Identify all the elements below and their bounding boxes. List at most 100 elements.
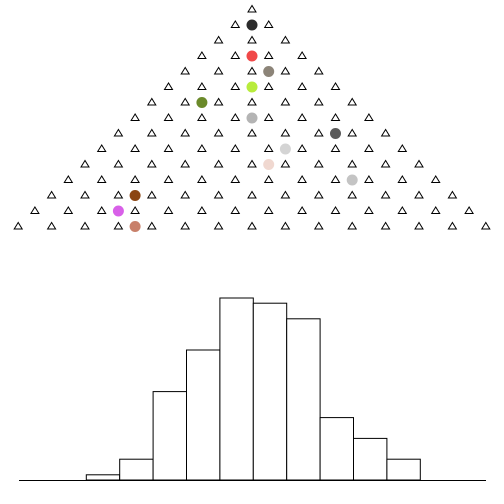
peg (347, 190, 358, 199)
peg (347, 128, 358, 137)
peg (397, 206, 408, 214)
peg (330, 206, 341, 214)
ball (196, 97, 208, 108)
peg-grid (13, 4, 491, 230)
histogram-bar (186, 349, 221, 481)
peg (230, 206, 241, 214)
histogram-bar (152, 391, 188, 481)
peg (180, 97, 191, 106)
peg (347, 221, 358, 230)
peg (263, 20, 274, 28)
ball (112, 205, 124, 217)
peg (113, 190, 124, 199)
peg (313, 190, 324, 199)
histogram-bar (386, 458, 421, 481)
peg (280, 221, 291, 230)
peg (297, 175, 307, 183)
peg (13, 221, 24, 230)
peg (146, 190, 157, 199)
peg (313, 128, 324, 137)
peg (146, 159, 157, 168)
peg (163, 82, 174, 90)
peg (180, 159, 191, 168)
peg (46, 190, 57, 199)
peg (247, 159, 257, 168)
peg (330, 144, 341, 152)
peg (380, 190, 391, 199)
peg (263, 144, 274, 152)
peg (113, 128, 124, 137)
peg (247, 66, 257, 75)
peg (230, 113, 241, 121)
peg (146, 221, 157, 230)
peg (313, 66, 324, 75)
peg (197, 82, 207, 90)
peg (130, 113, 140, 121)
peg (163, 175, 174, 183)
peg (213, 190, 224, 199)
peg (180, 221, 191, 230)
peg (213, 35, 224, 44)
peg (197, 175, 207, 183)
ball-layer (112, 19, 358, 232)
peg (464, 206, 474, 214)
histogram (85, 297, 421, 481)
peg (197, 113, 207, 121)
histogram-bar (85, 474, 121, 481)
peg (263, 113, 274, 121)
ball (246, 81, 258, 93)
peg (130, 144, 140, 152)
peg (480, 221, 491, 230)
peg (146, 128, 157, 137)
peg (230, 175, 241, 183)
peg (313, 159, 324, 168)
peg (130, 175, 140, 183)
peg (447, 190, 458, 199)
histogram-bar (252, 302, 288, 481)
ball (129, 190, 141, 201)
peg (330, 113, 341, 121)
peg (180, 190, 191, 199)
peg (297, 82, 307, 90)
peg (163, 206, 174, 214)
peg (247, 128, 257, 137)
peg (364, 144, 374, 152)
peg (280, 35, 291, 44)
peg (96, 144, 107, 152)
peg (347, 159, 358, 168)
peg (414, 190, 424, 199)
histogram-bar (353, 437, 388, 481)
peg (197, 144, 207, 152)
peg (263, 51, 274, 59)
peg (96, 175, 107, 183)
peg (430, 206, 441, 214)
peg (80, 190, 90, 199)
peg (230, 51, 241, 59)
peg (230, 82, 241, 90)
peg (430, 175, 441, 183)
peg (297, 113, 307, 121)
ball (263, 159, 275, 170)
peg (447, 221, 458, 230)
ball (246, 19, 258, 31)
peg (213, 66, 224, 75)
peg (380, 159, 391, 168)
peg (414, 221, 424, 230)
peg (397, 175, 408, 183)
peg (247, 97, 257, 106)
peg (247, 190, 257, 199)
peg (364, 206, 374, 214)
peg (330, 175, 341, 183)
peg (213, 159, 224, 168)
peg (380, 221, 391, 230)
peg (364, 113, 374, 121)
histogram-bar (286, 318, 321, 481)
ball (246, 112, 258, 124)
peg (380, 128, 391, 137)
peg (213, 221, 224, 230)
peg (30, 206, 40, 214)
peg (163, 113, 174, 121)
peg (213, 128, 224, 137)
ball (330, 128, 341, 139)
